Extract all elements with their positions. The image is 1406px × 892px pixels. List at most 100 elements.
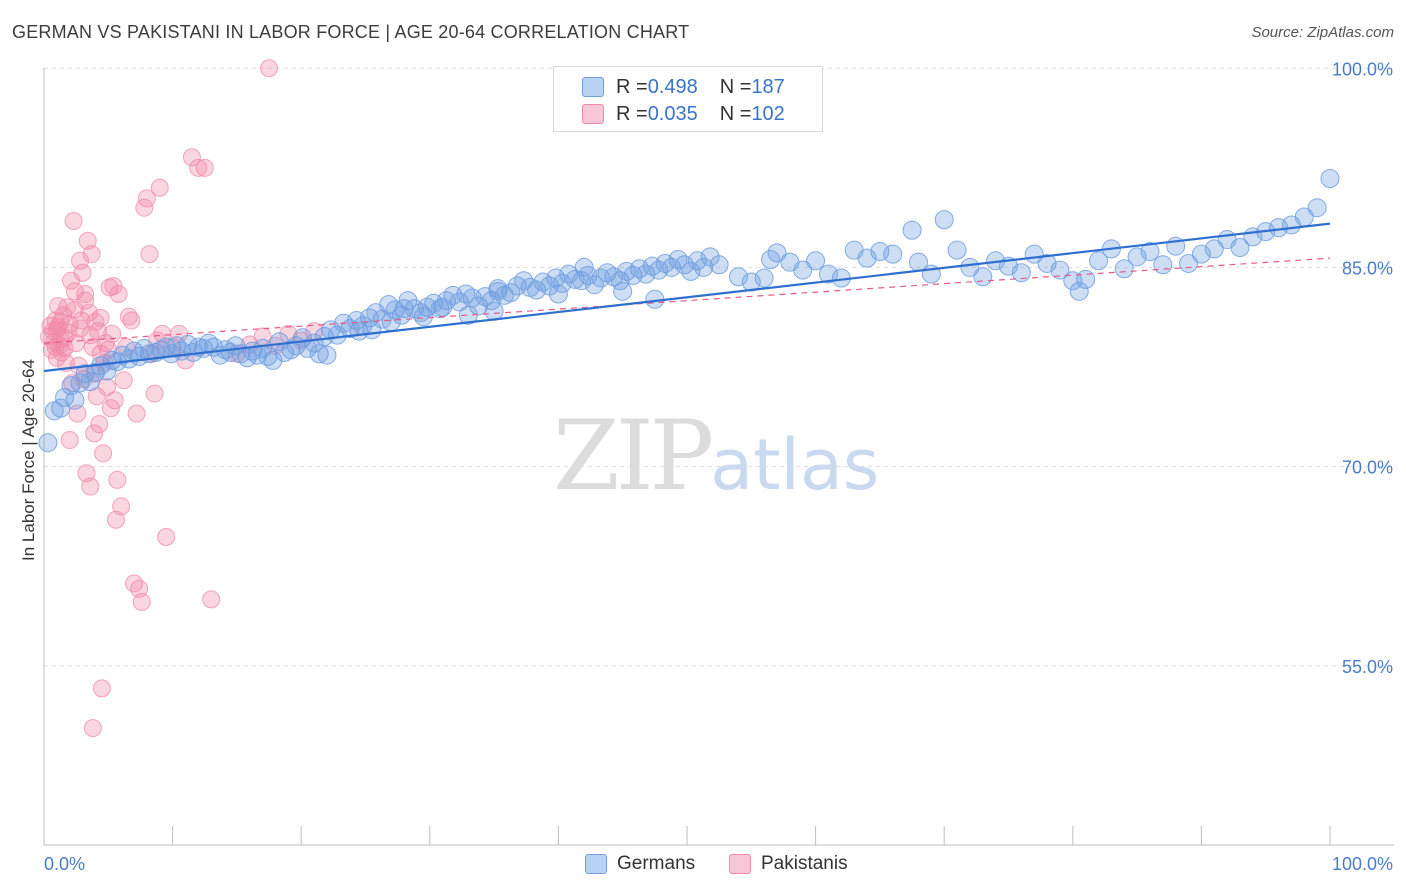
german-point [793,260,813,280]
german-point [70,373,90,393]
german-point [681,261,701,281]
pakistani-point [157,527,176,546]
source-label: Source: ZipAtlas.com [1251,24,1394,41]
german-point [263,350,283,370]
pakistani-point [108,470,127,489]
pakistani-trendline [43,257,1331,344]
pakistani-point [49,296,68,315]
x-tick-label: 0.0% [44,854,85,874]
german-swatch [582,77,604,97]
german-point [394,299,414,319]
pakistani-swatch [582,104,604,124]
y-tick-label: 55.0% [1342,657,1393,677]
german-point [636,264,656,284]
pakistani-point [94,444,113,463]
german-point [1076,269,1096,289]
german-point [552,273,572,293]
german-n-value: 187 [751,75,785,98]
german-point [413,307,433,327]
german-point [1114,259,1134,279]
german-point [754,268,774,288]
pakistani-point [91,308,110,327]
german-point [546,268,566,288]
german-point [151,340,171,360]
german-point [709,255,729,275]
german-point [960,257,980,277]
pakistani-point [195,158,214,177]
german-point [694,257,714,277]
pakistani-point [112,497,131,516]
pakistani-point [182,148,201,167]
correlation-legend: R = 0.498 N = 187 R = 0.035 N = 102 [553,66,823,132]
axes [43,68,1394,846]
pakistani-point [76,291,95,310]
legend-row-pakistanis: R = 0.035 N = 102 [582,101,785,127]
german-point [1230,238,1250,258]
chart-title: GERMAN VS PAKISTANI IN LABOR FORCE | AGE… [12,22,690,42]
german-point [1140,242,1160,262]
german-point [668,249,688,269]
german-point [574,257,594,277]
pakistani-legend-label: Pakistanis [761,853,848,874]
german-point [1204,239,1224,259]
pakistani-point [202,590,221,609]
pakistani-point [260,59,279,78]
pakistani-point [71,251,90,270]
pakistani-point [82,245,101,264]
german-point [298,338,318,358]
pakistani-point [80,303,99,322]
pakistani-point [125,574,144,593]
pakistani-point [114,371,133,390]
german-trendline [43,222,1331,373]
trend-lines [43,222,1331,373]
pakistani-point [71,319,90,338]
german-point [488,279,508,299]
pakistani-point [81,477,100,496]
german-point [309,344,329,364]
pakistani-point [65,300,84,319]
german-point [1011,263,1031,283]
pakistani-point [55,339,74,358]
pakistani-point [46,338,65,357]
german-point [767,243,787,263]
pakistani-point [85,424,104,443]
german-point [317,345,337,365]
pakistani-point [64,211,83,230]
pakistani-point [103,324,122,343]
y-tick-label: 100.0% [1332,59,1393,79]
legend-row-germans: R = 0.498 N = 187 [582,74,785,100]
german-point [1127,247,1147,267]
pakistani-r-value: 0.035 [647,102,698,125]
german-point [934,210,954,230]
pakistani-point [109,284,128,303]
german-point [548,284,568,304]
german-point [38,433,58,453]
german-point [902,220,922,240]
german-point [1179,253,1199,273]
pakistani-point [127,404,146,423]
german-point [947,240,967,260]
pakistani-point [78,231,97,250]
pakistani-point [150,178,169,197]
pakistani-legend-swatch [729,854,751,874]
watermark-zip: ZIP [553,400,714,512]
y-tick-label: 70.0% [1342,458,1393,478]
pakistani-point [90,415,109,434]
german-point [883,244,903,264]
german-point [527,280,547,300]
watermark-atlas: atlas [710,424,880,506]
pakistani-point [92,679,111,698]
pakistani-point [140,245,159,264]
german-point [973,267,993,287]
pakistani-point [189,158,208,177]
x-tick-label: 100.0% [1332,854,1393,874]
german-point [728,267,748,287]
pakistani-point [98,377,117,396]
german-point [613,281,633,301]
y-tick-label: 85.0% [1342,258,1393,278]
german-r-value: 0.498 [647,75,698,98]
german-point [1307,198,1327,218]
pakistani-point [122,311,141,330]
german-point [1153,255,1173,275]
